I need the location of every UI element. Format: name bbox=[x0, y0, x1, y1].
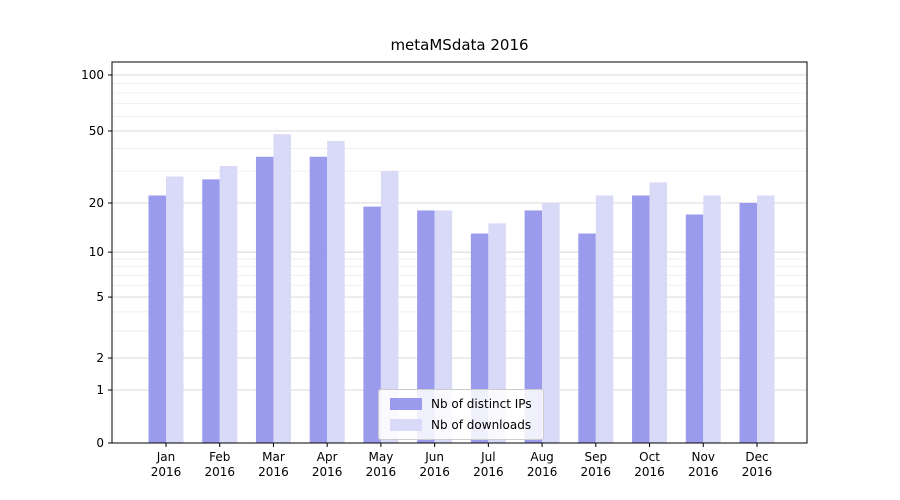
bar-downloads-mar bbox=[273, 134, 291, 443]
bar-downloads-jan bbox=[166, 176, 184, 444]
x-tick-label-month: Jun bbox=[424, 450, 444, 464]
x-tick-label-month: Mar bbox=[262, 450, 285, 464]
bar-distinct-ips-feb bbox=[202, 179, 220, 443]
y-tick-label: 100 bbox=[81, 68, 104, 82]
bar-downloads-apr bbox=[327, 141, 345, 443]
x-tick-label-year: 2016 bbox=[742, 465, 773, 479]
y-tick-label: 10 bbox=[89, 245, 104, 259]
bar-downloads-dec bbox=[757, 195, 775, 443]
legend-swatch-downloads bbox=[390, 419, 422, 431]
x-tick-label-year: 2016 bbox=[688, 465, 719, 479]
y-tick-label: 2 bbox=[96, 351, 104, 365]
bar-distinct-ips-apr bbox=[309, 156, 328, 443]
x-tick-label-month: May bbox=[369, 450, 394, 464]
x-tick-label-year: 2016 bbox=[527, 465, 558, 479]
x-tick-label-year: 2016 bbox=[366, 465, 397, 479]
x-tick-label-year: 2016 bbox=[634, 465, 665, 479]
bar-downloads-aug bbox=[542, 202, 560, 443]
x-tick-label-month: Sep bbox=[585, 450, 608, 464]
x-tick-label-year: 2016 bbox=[419, 465, 450, 479]
y-tick-label: 1 bbox=[96, 383, 104, 397]
bar-distinct-ips-mar bbox=[255, 156, 274, 443]
legend-label-distinct-ips: Nb of distinct IPs bbox=[431, 397, 532, 411]
bar-distinct-ips-dec bbox=[739, 202, 757, 443]
x-tick-label-month: Oct bbox=[639, 450, 660, 464]
x-tick-label-year: 2016 bbox=[258, 465, 289, 479]
x-tick-label-year: 2016 bbox=[473, 465, 504, 479]
x-tick-label-month: Nov bbox=[692, 450, 715, 464]
legend-swatch-distinct-ips bbox=[390, 398, 422, 410]
bar-distinct-ips-may bbox=[363, 206, 381, 443]
bar-downloads-sep bbox=[595, 195, 614, 443]
x-tick-label-year: 2016 bbox=[204, 465, 235, 479]
bar-downloads-nov bbox=[703, 195, 721, 443]
x-tick-label-year: 2016 bbox=[581, 465, 612, 479]
bar-distinct-ips-jun bbox=[417, 210, 435, 443]
bar-distinct-ips-jan bbox=[148, 195, 166, 443]
legend-item-downloads: Nb of downloads bbox=[390, 418, 532, 432]
legend-label-downloads: Nb of downloads bbox=[431, 418, 532, 432]
bar-downloads-feb bbox=[219, 166, 238, 444]
bar-downloads-jul bbox=[488, 223, 506, 443]
x-tick-label-month: Jul bbox=[480, 450, 495, 464]
y-tick-label: 5 bbox=[96, 290, 104, 304]
x-tick-label-month: Aug bbox=[530, 450, 553, 464]
bar-downloads-oct bbox=[649, 182, 668, 443]
x-tick-label-month: Feb bbox=[209, 450, 230, 464]
legend-item-distinct-ips: Nb of distinct IPs bbox=[390, 397, 532, 411]
x-tick-label-year: 2016 bbox=[312, 465, 343, 479]
legend: Nb of distinct IPs Nb of downloads bbox=[378, 389, 544, 440]
bar-distinct-ips-oct bbox=[632, 195, 650, 443]
bar-downloads-jun bbox=[434, 210, 453, 443]
x-tick-label-month: Apr bbox=[317, 450, 338, 464]
bar-distinct-ips-sep bbox=[578, 233, 596, 443]
y-tick-label: 0 bbox=[96, 436, 104, 450]
bar-distinct-ips-aug bbox=[524, 210, 543, 443]
bar-distinct-ips-nov bbox=[685, 214, 704, 443]
x-tick-label-month: Dec bbox=[745, 450, 768, 464]
y-tick-label: 50 bbox=[89, 124, 104, 138]
chart-title: metaMSdata 2016 bbox=[390, 36, 529, 54]
y-tick-label: 20 bbox=[89, 196, 104, 210]
x-tick-label-year: 2016 bbox=[151, 465, 182, 479]
bar-downloads-may bbox=[380, 171, 399, 443]
x-tick-label-month: Jan bbox=[156, 450, 176, 464]
